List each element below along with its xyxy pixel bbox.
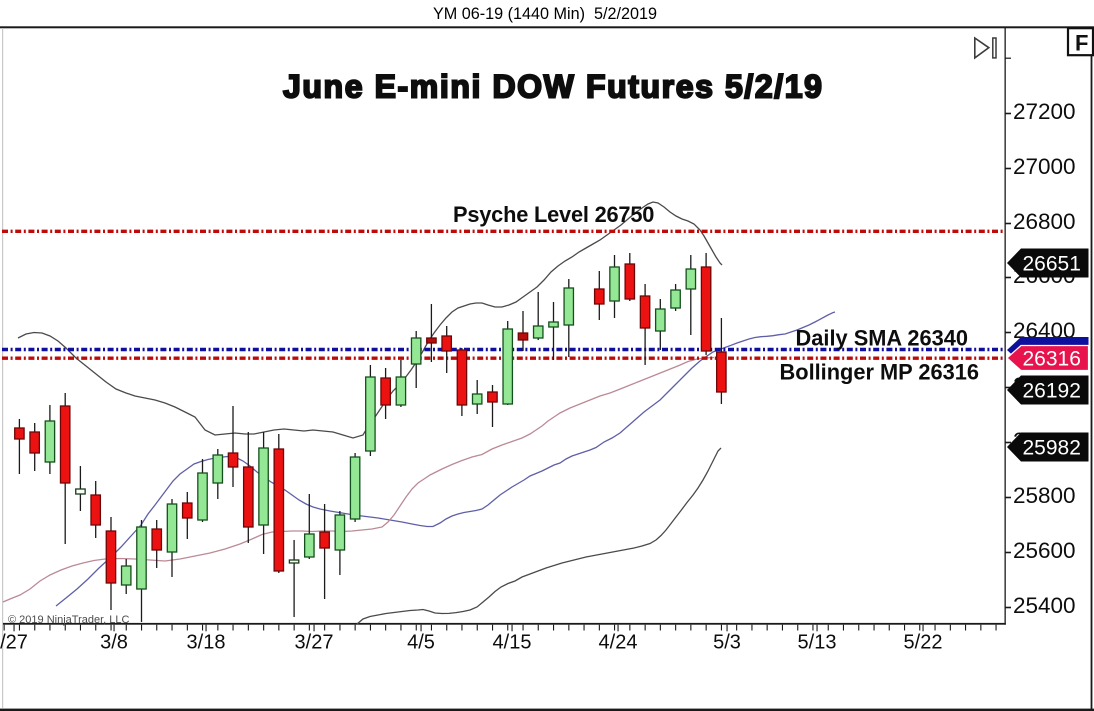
svg-text:Psyche Level 26750: Psyche Level 26750 [453,202,654,227]
svg-text:26800: 26800 [1013,209,1076,234]
svg-text:F: F [1075,31,1088,56]
svg-text:Daily SMA 26340: Daily SMA 26340 [796,326,968,351]
svg-text:27000: 27000 [1013,154,1076,179]
svg-text:3/27: 3/27 [295,632,334,654]
svg-text:© 2019 NinjaTrader, LLC: © 2019 NinjaTrader, LLC [8,614,129,626]
svg-text:4/15: 4/15 [493,632,532,654]
svg-text:5/3: 5/3 [713,632,741,654]
svg-text:25800: 25800 [1013,483,1076,508]
svg-text:5/22: 5/22 [904,632,943,654]
svg-text:Bollinger MP 26316: Bollinger MP 26316 [780,360,979,385]
svg-text:26316: 26316 [1023,347,1081,370]
svg-text:4/5: 4/5 [407,632,435,654]
svg-text:4/24: 4/24 [599,632,638,654]
svg-text:27200: 27200 [1013,99,1076,124]
svg-text:25600: 25600 [1013,538,1076,563]
svg-text:YM 06-19 (1440 Min) 5/2/2019: YM 06-19 (1440 Min) 5/2/2019 [433,5,657,23]
svg-text:3/18: 3/18 [187,632,226,654]
svg-text:26192: 26192 [1023,379,1081,402]
svg-text:26651: 26651 [1023,252,1081,275]
svg-text:5/13: 5/13 [798,632,837,654]
svg-text:June E-mini DOW Futures 5/2/19: June E-mini DOW Futures 5/2/19 [283,69,824,105]
svg-text:25982: 25982 [1023,436,1081,459]
svg-text:25400: 25400 [1013,593,1076,618]
svg-text:/27: /27 [0,632,28,654]
svg-text:3/8: 3/8 [100,632,128,654]
